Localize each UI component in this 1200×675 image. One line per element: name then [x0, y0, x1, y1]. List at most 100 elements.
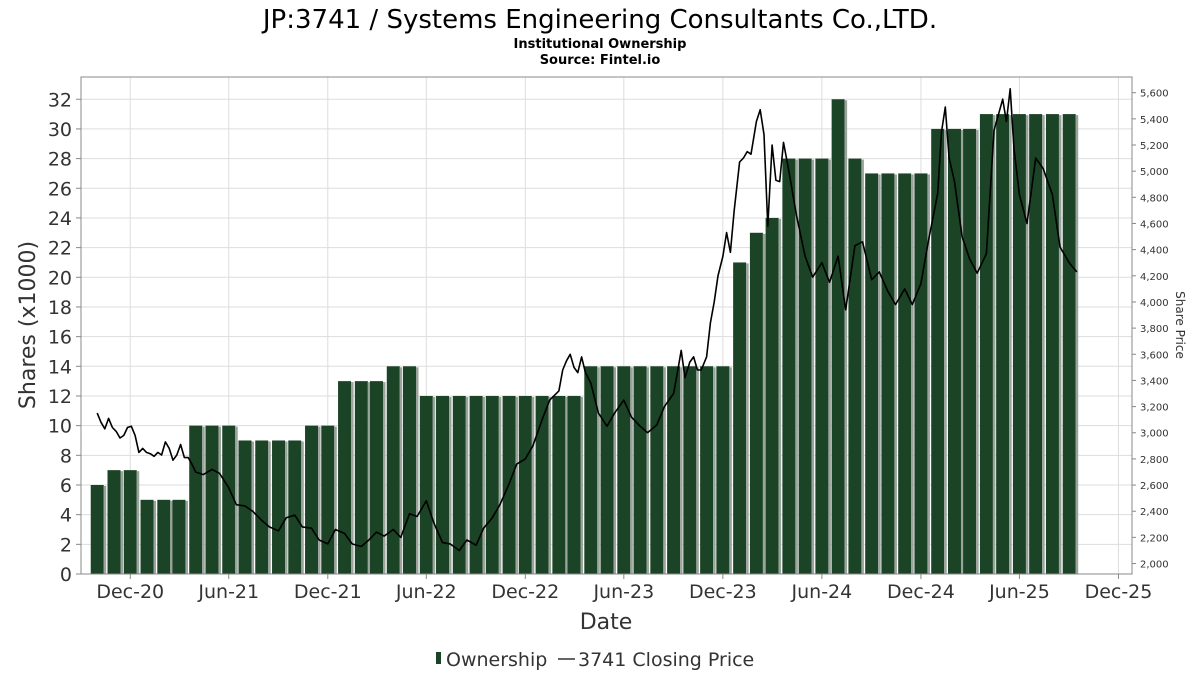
y2-tick-label: 3,800: [1140, 324, 1169, 335]
ownership-bar: [518, 395, 532, 574]
ownership-bar-shadow: [301, 441, 304, 574]
legend-swatch-ownership: [436, 652, 441, 664]
closing-price-line: [96, 88, 1078, 552]
ownership-bar: [798, 158, 812, 574]
ownership-bar-shadow: [202, 426, 205, 574]
y-axis-title: Shares (x1000): [16, 241, 41, 409]
x-tick-label: Jun-24: [791, 581, 853, 603]
ownership-bar-shadow: [778, 218, 782, 574]
ownership-bar: [189, 425, 203, 574]
ownership-bar-shadow: [944, 129, 947, 574]
ownership-bar: [765, 217, 779, 574]
y2-tick-label: 4,200: [1140, 272, 1169, 283]
ownership-bar-shadow: [911, 174, 914, 574]
y-tick-label: 8: [60, 445, 72, 467]
legend: Ownership 3741 Closing Price: [436, 649, 754, 671]
ownership-bar-shadow: [318, 426, 321, 574]
ownership-bar-shadow: [1025, 115, 1029, 574]
y2-tick-label: 4,400: [1140, 246, 1169, 257]
x-tick-label: Jun-22: [395, 581, 457, 603]
ownership-bar-shadow: [136, 471, 140, 574]
ownership-bar-shadow: [103, 485, 107, 574]
y-tick-label: 24: [48, 208, 72, 230]
ownership-bar-shadow: [762, 233, 766, 574]
ownership-bar-shadow: [1075, 115, 1079, 574]
ownership-bar-shadow: [927, 174, 930, 574]
ownership-bar: [963, 128, 977, 574]
ownership-bar-shadow: [795, 159, 798, 574]
y2-tick-label: 2,800: [1140, 455, 1169, 466]
ownership-bar-shadow: [844, 100, 848, 574]
ownership-bar-shadow: [613, 367, 617, 574]
ownership-bar-shadow: [1042, 115, 1045, 574]
ownership-bar: [815, 158, 829, 574]
ownership-bar: [931, 128, 945, 574]
ownership-bar: [354, 381, 368, 574]
ownership-bar-shadow: [713, 367, 716, 574]
ownership-bar: [369, 381, 383, 574]
x-tick-label: Jun-25: [988, 581, 1050, 603]
y-tick-label: 14: [48, 356, 72, 378]
y-tick-label: 18: [48, 297, 72, 319]
bar-series: [90, 99, 1079, 574]
ownership-bar: [881, 173, 895, 574]
ownership-bar-shadow: [976, 129, 979, 574]
ownership-bar-shadow: [680, 367, 683, 574]
ownership-bar: [1012, 114, 1026, 574]
ownership-bar: [205, 425, 219, 574]
ownership-bar-shadow: [449, 396, 452, 574]
ownership-bar-shadow: [630, 367, 633, 574]
y2-tick-label: 3,000: [1140, 429, 1169, 440]
x-tick-label: Dec-21: [294, 581, 362, 603]
ownership-bar: [700, 366, 714, 574]
ownership-bar: [255, 440, 269, 574]
ownership-bar: [979, 114, 993, 574]
y2-tick-label: 4,000: [1140, 298, 1169, 309]
ownership-bar: [914, 173, 928, 574]
ownership-bar: [1062, 114, 1076, 574]
ownership-bar-shadow: [861, 159, 864, 574]
ownership-bar-shadow: [416, 367, 419, 574]
ownership-bar-shadow: [170, 500, 173, 574]
ownership-bar: [436, 395, 450, 574]
y-tick-label: 12: [48, 386, 72, 408]
ownership-bar-shadow: [120, 471, 124, 574]
y-tick-label: 2: [60, 534, 72, 556]
y2-tick-label: 4,600: [1140, 219, 1169, 230]
ownership-bar: [683, 366, 697, 574]
ownership-bar: [716, 366, 730, 574]
ownership-bar: [617, 366, 631, 574]
ownership-bar-shadow: [548, 396, 552, 574]
ownership-bar-shadow: [992, 115, 996, 574]
ownership-bar-shadow: [382, 382, 386, 574]
y-tick-label: 6: [60, 475, 72, 497]
ownership-bar: [123, 470, 137, 574]
ownership-bar-shadow: [185, 500, 188, 574]
ownership-bar: [140, 499, 154, 574]
ownership-bar: [90, 484, 104, 574]
ownership-bar-shadow: [828, 159, 831, 574]
ownership-bar-shadow: [663, 367, 666, 574]
ownership-bar: [222, 425, 236, 574]
x-tick-label: Dec-22: [491, 581, 559, 603]
chart-title: JP:3741 / Systems Engineering Consultant…: [261, 5, 937, 35]
ownership-bar-shadow: [515, 396, 519, 574]
ownership-bar: [733, 262, 747, 574]
ownership-bar-shadow: [268, 441, 271, 574]
ownership-bar: [782, 158, 796, 574]
ownership-bar-shadow: [432, 396, 436, 574]
ownership-bar: [321, 425, 335, 574]
ownership-bar-shadow: [465, 396, 469, 574]
ownership-bar: [898, 173, 912, 574]
ownership-bar-shadow: [597, 367, 600, 574]
ownership-bar: [535, 395, 549, 574]
y-tick-label: 16: [48, 327, 72, 349]
ownership-bar: [1045, 114, 1059, 574]
ownership-bar: [452, 395, 466, 574]
ownership-bar-shadow: [399, 367, 403, 574]
ownership-bar-shadow: [729, 367, 732, 574]
ownership-bar-shadow: [894, 174, 897, 574]
x-axis-ticks: Dec-20 Jun-21 Dec-21 Jun-22 Dec-22 Jun-23 Dec-…: [96, 574, 1152, 603]
y2-tick-label: 5,600: [1140, 89, 1169, 100]
